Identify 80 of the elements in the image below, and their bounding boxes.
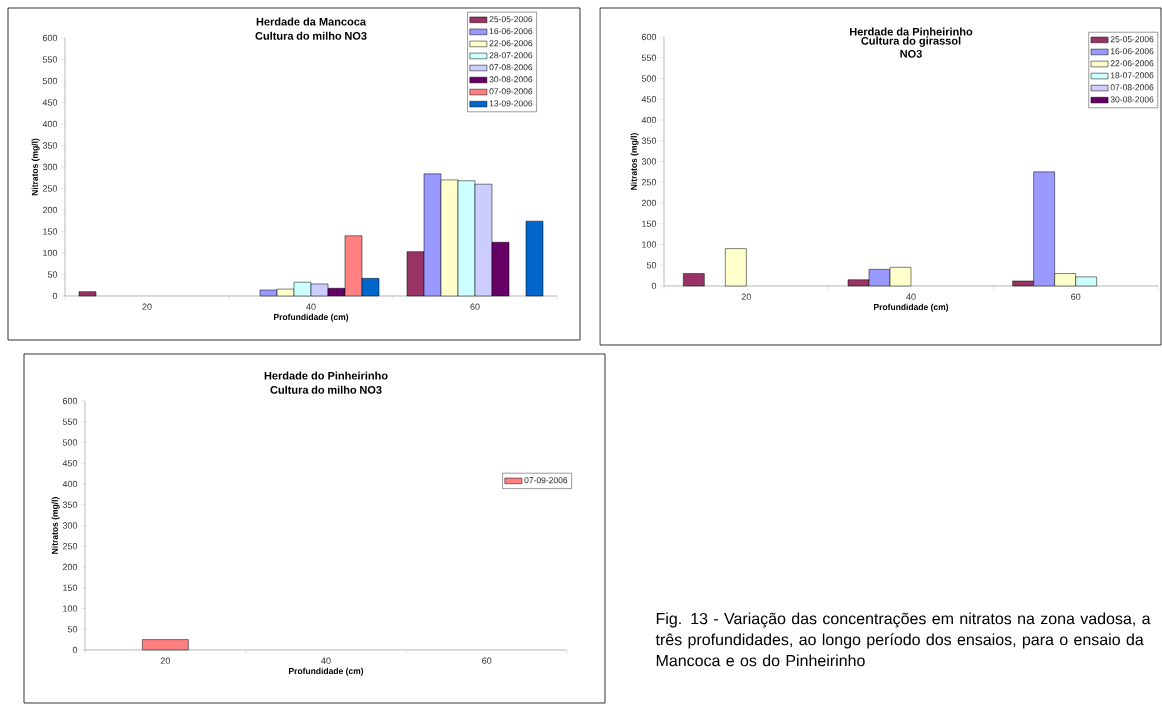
y-tick-label: 200	[641, 199, 657, 207]
y-tick-label: 500	[62, 439, 78, 446]
x-tick-label: 20	[160, 657, 170, 664]
legend-label: 16-06-2006	[1110, 48, 1154, 55]
chart-title: Herdade do Pinheirinho	[264, 371, 388, 380]
x-tick-label: 60	[470, 303, 480, 310]
y-tick-label: 500	[42, 77, 58, 85]
y-tick-label: 150	[43, 228, 58, 235]
caption: Fig. 13 - Variação das concentrações em nitratos na zona vadosa, a três profundidades, ao longo período dos ensaios, para o ensaio da Mancoca e os do Pinheirinho	[655, 612, 1151, 667]
legend-label: 18-07-2006	[1110, 72, 1154, 79]
y-tick-label: 50	[646, 262, 657, 269]
y-tick-label: 300	[62, 522, 78, 529]
y-tick-label: 450	[62, 460, 78, 467]
chart-subtitle: Cultura do girassol NO3	[861, 36, 961, 58]
y-tick-label: 550	[62, 418, 78, 425]
y-tick-label: 150	[63, 584, 78, 591]
y-tick-label: 250	[62, 543, 78, 550]
y-tick-label: 100	[43, 249, 58, 257]
y-tick-label: 450	[641, 96, 657, 103]
chart-subtitle: Cultura do milho NO3	[270, 385, 382, 394]
y-tick-label: 450	[42, 99, 58, 106]
legend-label: 07-09-2006	[489, 88, 533, 95]
y-tick-label: 0	[52, 292, 58, 300]
x-tick-label: 60	[1071, 293, 1081, 300]
bar	[78, 291, 97, 297]
legend-label: 16-06-2006	[489, 28, 533, 35]
y-tick-label: 50	[67, 626, 78, 633]
y-tick-label: 0	[72, 646, 78, 654]
y-axis-title: Nitratos (mg/l)	[31, 138, 40, 196]
y-tick-label: 600	[42, 34, 58, 42]
legend-label: 28-07-2006	[489, 52, 533, 59]
x-tick-label: 40	[306, 303, 316, 310]
legend-label: 25-05-2006	[1110, 36, 1154, 43]
x-tick-label: 60	[482, 657, 492, 664]
y-tick-label: 250	[42, 185, 58, 192]
x-tick-label: 20	[142, 303, 152, 310]
bar	[725, 248, 747, 287]
legend-label: 25-05-2006	[489, 16, 533, 23]
y-tick-label: 350	[62, 501, 78, 508]
x-tick-label: 40	[906, 293, 916, 300]
y-tick-label: 500	[641, 75, 657, 82]
legend-label: 30-08-2006	[489, 76, 533, 83]
y-tick-label: 600	[62, 397, 78, 405]
legend-label: 22-06-2006	[489, 40, 533, 47]
y-tick-label: 550	[641, 54, 657, 61]
y-tick-label: 300	[42, 163, 58, 171]
chart-subtitle: Cultura do milho NO3	[255, 31, 367, 40]
legend-label: 07-09-2006	[524, 477, 568, 484]
bar	[683, 273, 705, 287]
y-tick-label: 100	[63, 605, 78, 612]
y-tick-label: 200	[42, 206, 58, 214]
y-axis-title: Nitratos (mg/l)	[630, 133, 639, 190]
y-tick-label: 300	[641, 158, 657, 165]
legend-label: 30-08-2006	[1110, 96, 1154, 103]
legend-label: 07-08-2006	[1110, 84, 1154, 91]
y-axis-title: Nitratos (mg/l)	[51, 497, 60, 554]
x-tick-label: 20	[741, 293, 751, 300]
x-axis-title: Profundidade (cm)	[289, 667, 364, 676]
x-axis-title: Profundidade (cm)	[274, 313, 349, 322]
y-tick-label: 0	[651, 282, 657, 290]
y-tick-label: 50	[47, 271, 58, 278]
chart-title: Herdade da Pinheirinho	[850, 27, 973, 36]
x-tick-label: 40	[321, 657, 331, 664]
y-tick-label: 350	[42, 142, 58, 149]
legend-label: 22-06-2006	[1110, 60, 1154, 67]
y-tick-label: 550	[42, 56, 58, 63]
legend-label: 07-08-2006	[489, 64, 533, 71]
y-tick-label: 200	[62, 563, 78, 571]
bar	[525, 220, 544, 297]
y-tick-label: 150	[642, 220, 657, 227]
legend-label: 13-09-2006	[489, 100, 533, 107]
y-tick-label: 400	[42, 120, 58, 128]
y-tick-label: 400	[641, 116, 657, 124]
y-tick-label: 350	[641, 137, 657, 144]
y-tick-label: 600	[641, 33, 657, 41]
x-axis-title: Profundidade (cm)	[874, 303, 949, 312]
y-tick-label: 400	[62, 480, 78, 488]
chart-title: Herdade da Mancoca	[256, 17, 367, 26]
y-tick-label: 250	[641, 179, 657, 186]
y-tick-label: 100	[642, 241, 657, 248]
